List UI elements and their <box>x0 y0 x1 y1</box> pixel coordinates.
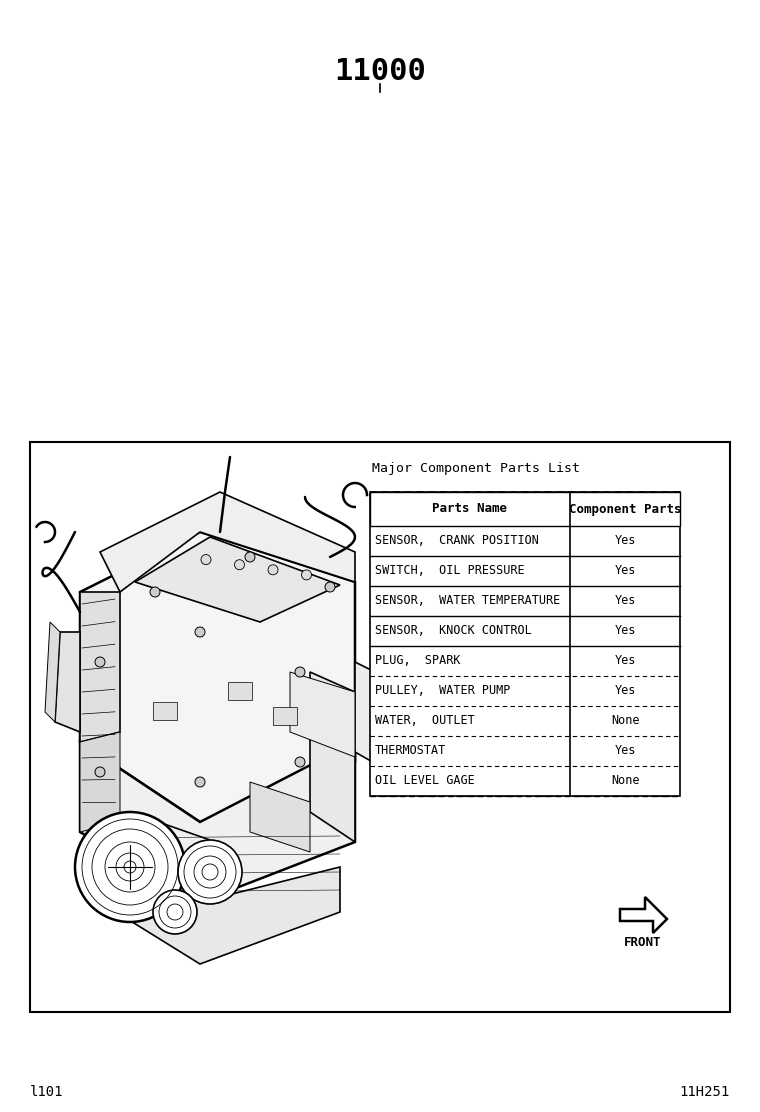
Polygon shape <box>153 702 177 719</box>
Polygon shape <box>250 782 310 852</box>
Text: Yes: Yes <box>614 625 635 637</box>
Circle shape <box>153 890 197 934</box>
Polygon shape <box>80 742 355 902</box>
Polygon shape <box>80 732 120 832</box>
Circle shape <box>245 552 255 562</box>
Text: WATER,  OUTLET: WATER, OUTLET <box>375 715 475 727</box>
Polygon shape <box>228 682 252 699</box>
Polygon shape <box>390 682 425 782</box>
Circle shape <box>325 582 335 592</box>
Circle shape <box>268 565 278 575</box>
Text: PLUG,  SPARK: PLUG, SPARK <box>375 655 461 667</box>
Circle shape <box>235 559 245 569</box>
Bar <box>370 492 680 796</box>
Polygon shape <box>135 537 340 622</box>
Text: Major Component Parts List: Major Component Parts List <box>372 461 580 475</box>
Text: FRONT: FRONT <box>624 935 662 949</box>
Bar <box>30 441 730 1012</box>
Circle shape <box>295 757 305 767</box>
Text: Yes: Yes <box>614 565 635 577</box>
Bar <box>370 492 680 526</box>
Text: SENSOR,  WATER TEMPERATURE: SENSOR, WATER TEMPERATURE <box>375 595 560 607</box>
Polygon shape <box>100 857 340 964</box>
Circle shape <box>178 840 242 904</box>
Polygon shape <box>55 632 80 732</box>
Circle shape <box>150 587 160 597</box>
Text: SENSOR,  CRANK POSITION: SENSOR, CRANK POSITION <box>375 535 539 547</box>
Text: PULLEY,  WATER PUMP: PULLEY, WATER PUMP <box>375 685 511 697</box>
Circle shape <box>95 657 105 667</box>
Text: SWITCH,  OIL PRESSURE: SWITCH, OIL PRESSURE <box>375 565 524 577</box>
Circle shape <box>195 777 205 787</box>
Text: l101: l101 <box>30 1085 64 1099</box>
Text: SENSOR,  KNOCK CONTROL: SENSOR, KNOCK CONTROL <box>375 625 532 637</box>
Polygon shape <box>355 662 395 772</box>
Text: 11H251: 11H251 <box>679 1085 730 1099</box>
Text: THERMOSTAT: THERMOSTAT <box>375 745 446 757</box>
Text: OIL LEVEL GAGE: OIL LEVEL GAGE <box>375 774 475 787</box>
Text: Parts Name: Parts Name <box>432 503 508 516</box>
Circle shape <box>75 812 185 922</box>
Text: Yes: Yes <box>614 595 635 607</box>
Polygon shape <box>620 897 667 933</box>
Circle shape <box>302 569 312 579</box>
Text: Component Parts: Component Parts <box>568 503 681 516</box>
Polygon shape <box>273 707 297 725</box>
Circle shape <box>95 767 105 777</box>
Text: Yes: Yes <box>614 745 635 757</box>
Circle shape <box>201 555 211 565</box>
Text: Yes: Yes <box>614 655 635 667</box>
Circle shape <box>295 667 305 677</box>
Polygon shape <box>45 622 60 722</box>
Text: Yes: Yes <box>614 535 635 547</box>
Polygon shape <box>100 492 355 592</box>
Polygon shape <box>80 532 355 822</box>
Text: None: None <box>611 715 639 727</box>
Text: 11000: 11000 <box>334 58 426 87</box>
Circle shape <box>195 627 205 637</box>
Polygon shape <box>290 672 355 757</box>
Polygon shape <box>80 592 120 742</box>
Text: None: None <box>611 774 639 787</box>
Polygon shape <box>310 672 355 842</box>
Text: Yes: Yes <box>614 685 635 697</box>
